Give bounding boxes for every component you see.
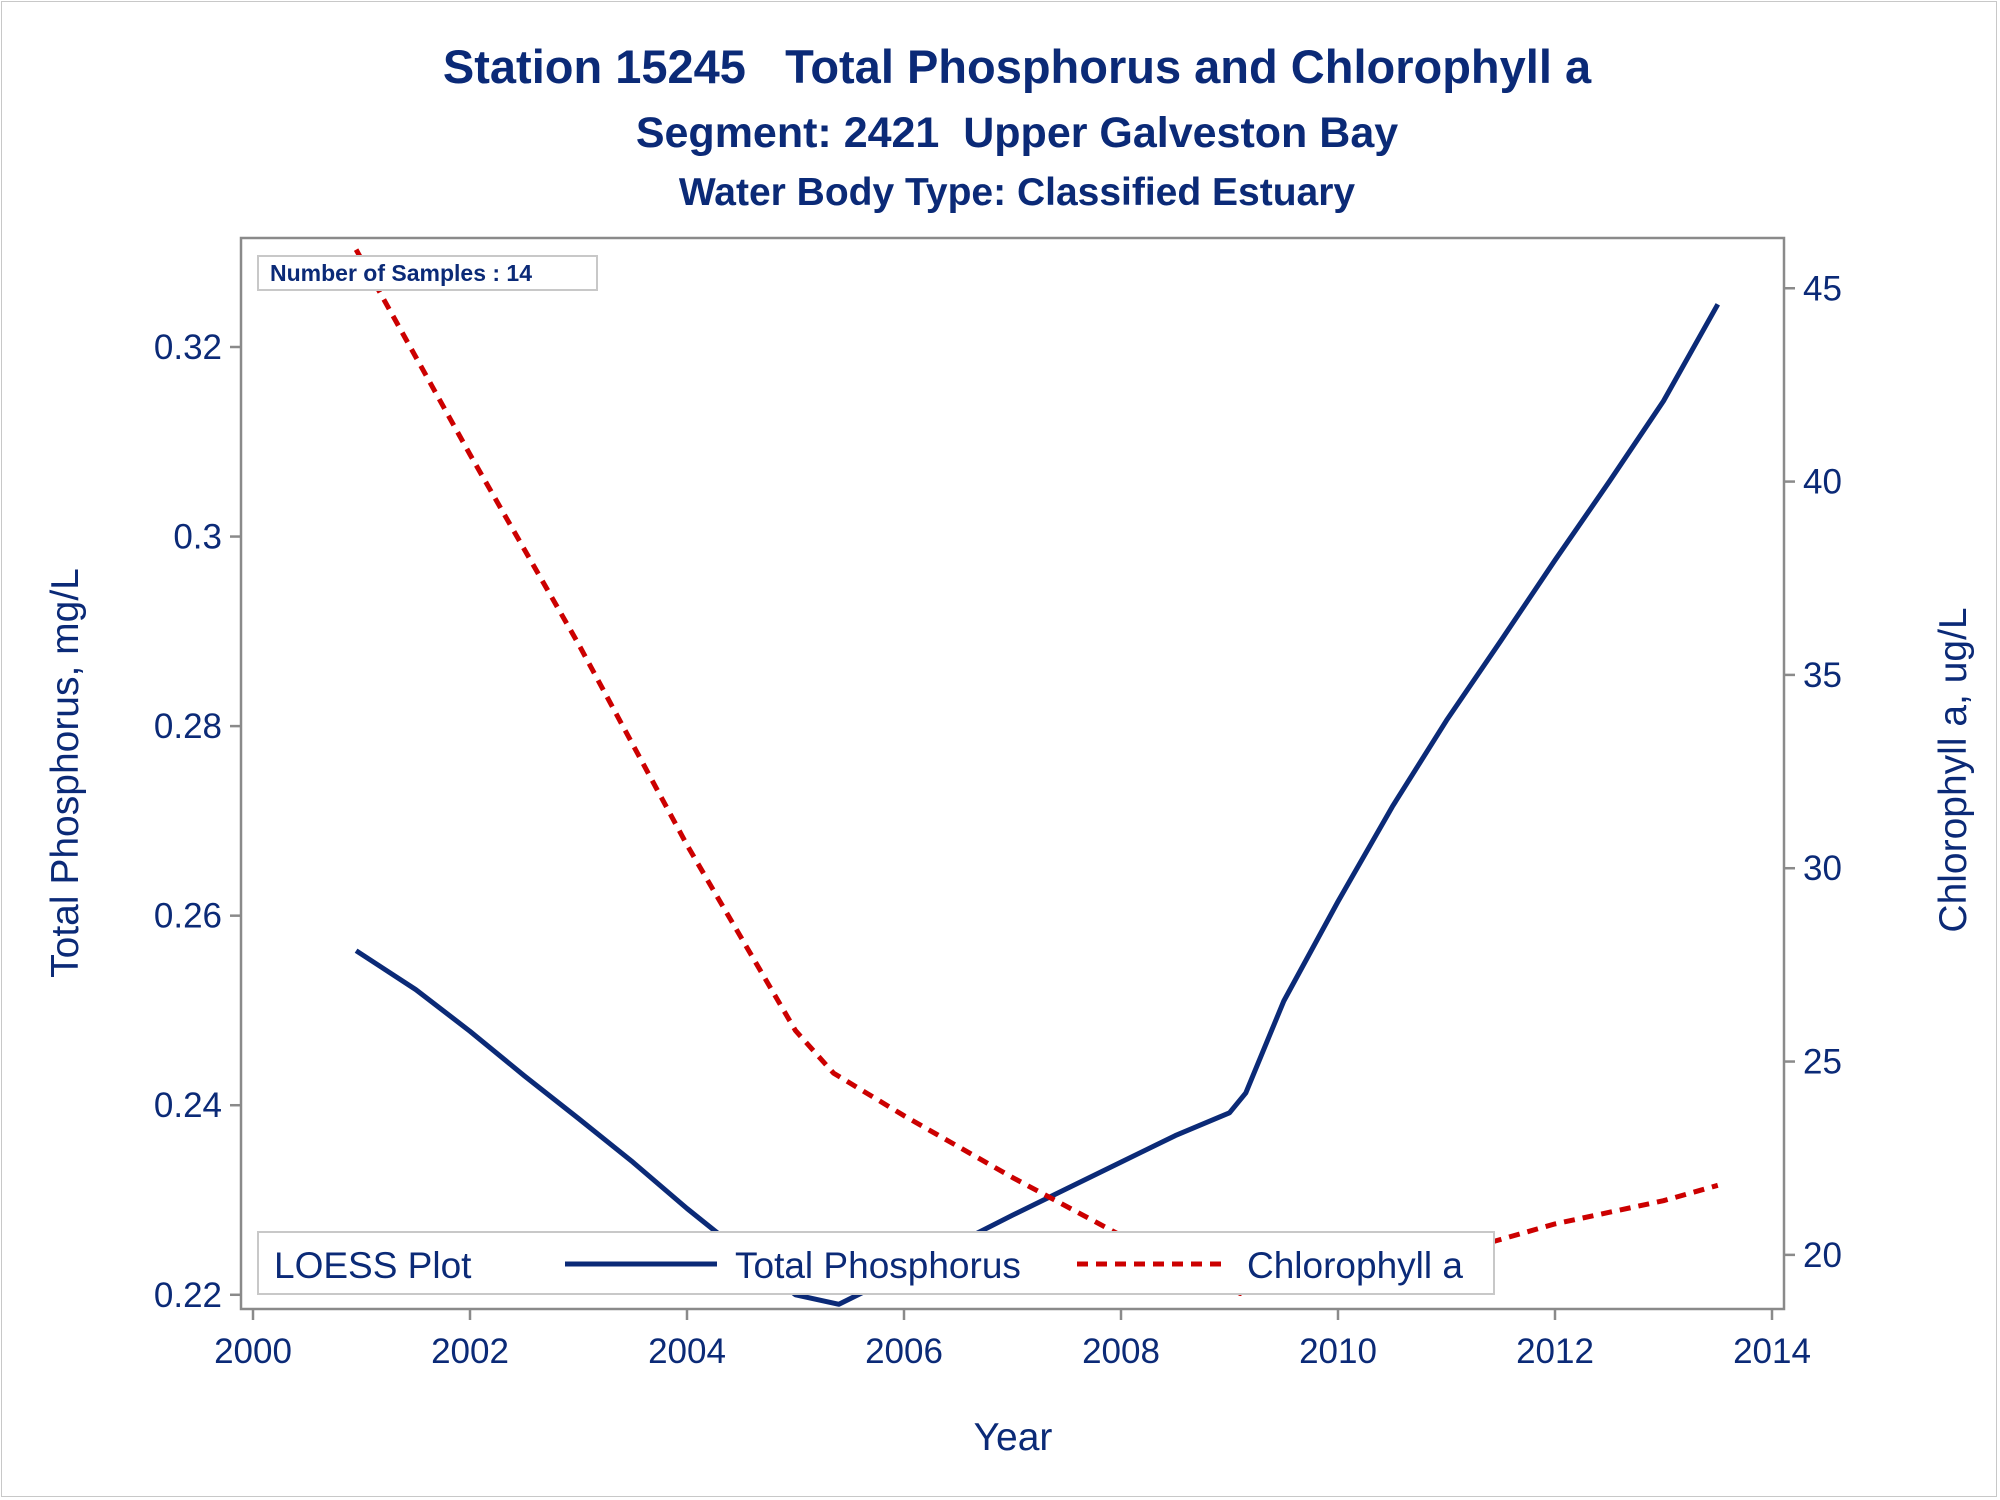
chart-subtitle-2: Water Body Type: Classified Estuary [679,171,1355,214]
series-line-chlorophyll-a [353,248,1719,1296]
y-left-tick-label: 0.3 [173,518,222,557]
chart-title: Station 15245 Total Phosphorus and Chlor… [443,40,1592,93]
x-tick-label: 2004 [648,1332,726,1371]
series-line-total-phosphorus [354,303,1720,1307]
x-tick-label: 2010 [1299,1332,1377,1371]
y-left-tick-label: 0.24 [154,1086,222,1125]
legend-label-chlorophyll-a: Chlorophyll a [1247,1245,1463,1286]
x-tick-label: 2008 [1082,1332,1160,1371]
y-left-axis: 0.22 0.24 0.26 0.28 0.3 0.32 [154,328,241,1315]
y-left-tick-label: 0.22 [154,1276,222,1315]
y-left-tick-label: 0.32 [154,328,222,367]
x-tick-label: 2014 [1733,1332,1811,1371]
sample-count-frame [257,255,598,291]
y-right-tick-label: 25 [1803,1043,1842,1082]
x-axis-label: Year [974,1416,1053,1459]
x-tick-label: 2006 [865,1332,943,1371]
y-right-tick-label: 40 [1803,463,1842,502]
sample-count-text: Number of Samples : 14 [270,260,532,286]
sample-count-box: Number of Samples : 14 [257,255,598,291]
plot-area [239,236,1786,1311]
x-tick-label: 2000 [214,1332,292,1371]
y-right-tick-label: 35 [1803,656,1842,695]
y-left-axis-label: Total Phosphorus, mg/L [44,568,87,978]
legend-frame [257,1231,1495,1295]
x-tick-label: 2012 [1516,1332,1594,1371]
legend: LOESS Plot Total Phosphorus Chlorophyll … [257,1231,1495,1295]
y-right-tick-label: 45 [1803,269,1842,308]
legend-label-total-phosphorus: Total Phosphorus [735,1245,1021,1286]
chart-subtitle: Segment: 2421 Upper Galveston Bay [636,109,1398,157]
y-right-axis-label: Chlorophyll a, ug/L [1932,607,1975,932]
y-right-axis: 20 25 30 35 40 45 [1784,269,1842,1275]
series-layer [353,248,1720,1307]
y-left-tick-label: 0.28 [154,707,222,746]
y-right-tick-label: 30 [1803,849,1842,888]
x-tick-label: 2002 [431,1332,509,1371]
x-axis: 2000 2002 2004 2006 2008 2010 2012 2014 [214,1309,1811,1371]
legend-title: LOESS Plot [274,1245,472,1286]
y-left-tick-label: 0.26 [154,897,222,936]
y-right-tick-label: 20 [1803,1236,1842,1275]
